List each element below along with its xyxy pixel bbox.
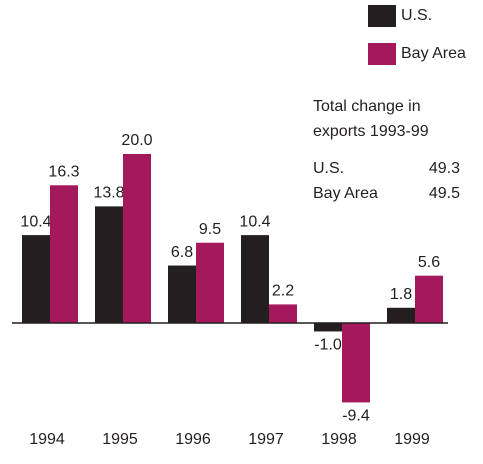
x-tick-label: 1994	[29, 431, 65, 448]
bar	[168, 265, 196, 323]
legend-swatch	[368, 5, 396, 27]
annotation-line: Total change in	[313, 98, 421, 115]
value-label: 1.8	[390, 286, 412, 303]
value-label: 9.5	[199, 221, 221, 238]
x-tick-label: 1995	[102, 431, 138, 448]
value-label: 5.6	[418, 254, 440, 271]
legend-label: Bay Area	[401, 45, 466, 62]
bar	[22, 235, 50, 323]
bar	[241, 235, 269, 323]
annotation-value: 49.3	[429, 160, 460, 177]
bar	[342, 323, 370, 403]
value-label: 10.4	[20, 213, 51, 230]
bar	[196, 242, 224, 323]
x-tick-label: 1998	[321, 431, 357, 448]
value-label: 10.4	[239, 213, 270, 230]
bar	[415, 275, 443, 323]
annotation-value: 49.5	[429, 185, 460, 202]
value-label: 20.0	[121, 132, 152, 149]
legend-label: U.S.	[401, 7, 432, 24]
value-label: 2.2	[272, 283, 294, 300]
value-label: 16.3	[48, 163, 79, 180]
legend-swatch	[368, 43, 396, 65]
annotation-label: U.S.	[313, 160, 344, 177]
x-tick-label: 1996	[175, 431, 211, 448]
value-label: -9.4	[342, 408, 370, 425]
annotation-label: Bay Area	[313, 185, 378, 202]
bar	[123, 154, 151, 323]
x-tick-label: 1997	[248, 431, 284, 448]
bar	[50, 185, 78, 323]
bar	[269, 304, 297, 323]
bar	[95, 206, 123, 323]
bar	[387, 307, 415, 323]
value-label: 13.8	[93, 185, 124, 202]
bar	[314, 323, 342, 332]
annotation-line: exports 1993-99	[313, 123, 429, 140]
x-tick-label: 1999	[394, 431, 430, 448]
value-label: -1.0	[314, 337, 342, 354]
value-label: 6.8	[171, 244, 193, 261]
